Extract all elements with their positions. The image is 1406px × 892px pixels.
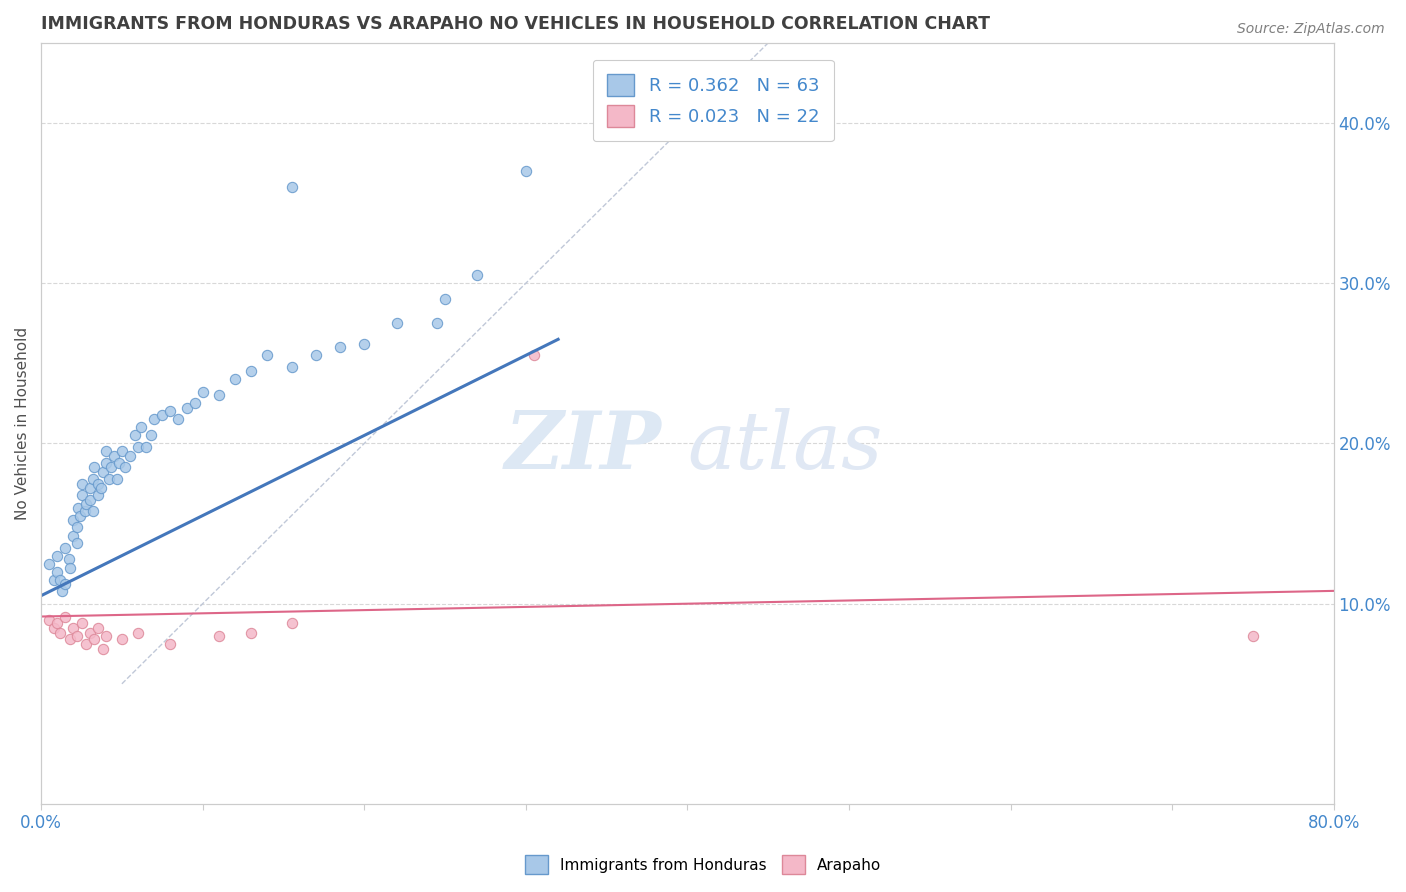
Point [191, 385, 214, 400]
Point [62, 621, 84, 635]
Point [150, 408, 173, 422]
Legend: R = 0.362   N = 63, R = 0.023   N = 22: R = 0.362 N = 63, R = 0.023 N = 22 [593, 60, 834, 142]
Point [42, 621, 65, 635]
Point [73, 504, 96, 518]
Point [127, 440, 149, 454]
Point [118, 450, 141, 464]
Point [83, 460, 105, 475]
Point [91, 641, 114, 656]
Point [38, 557, 60, 571]
Point [103, 450, 125, 464]
Point [280, 180, 302, 194]
Point [49, 625, 72, 640]
Point [82, 504, 104, 518]
Y-axis label: No Vehicles in Household: No Vehicles in Household [15, 326, 30, 520]
Point [515, 164, 537, 178]
Point [183, 396, 205, 410]
Point [46, 549, 69, 563]
Point [208, 629, 231, 643]
Point [98, 472, 121, 486]
Point [94, 444, 117, 458]
Point [111, 444, 134, 458]
Point [111, 632, 134, 646]
Point [53, 541, 76, 555]
Point [86, 476, 108, 491]
Point [114, 460, 136, 475]
Point [176, 401, 198, 416]
Legend: Immigrants from Honduras, Arapaho: Immigrants from Honduras, Arapaho [519, 849, 887, 880]
Point [159, 404, 181, 418]
Point [49, 573, 72, 587]
Point [434, 292, 457, 306]
Point [1241, 629, 1264, 643]
Point [94, 456, 117, 470]
Text: ZIP: ZIP [505, 408, 662, 485]
Text: IMMIGRANTS FROM HONDURAS VS ARAPAHO NO VEHICLES IN HOUSEHOLD CORRELATION CHART: IMMIGRANTS FROM HONDURAS VS ARAPAHO NO V… [41, 15, 990, 33]
Point [79, 492, 101, 507]
Point [69, 508, 91, 523]
Point [79, 625, 101, 640]
Point [70, 615, 93, 630]
Point [240, 364, 263, 378]
Point [353, 337, 375, 351]
Point [70, 488, 93, 502]
Point [66, 629, 89, 643]
Point [38, 613, 60, 627]
Point [523, 348, 546, 362]
Point [139, 428, 162, 442]
Point [59, 561, 82, 575]
Point [256, 348, 278, 362]
Point [329, 340, 352, 354]
Point [51, 583, 73, 598]
Point [467, 268, 489, 283]
Point [42, 573, 65, 587]
Point [82, 472, 104, 486]
Point [426, 316, 449, 330]
Point [62, 529, 84, 543]
Point [94, 629, 117, 643]
Point [59, 632, 82, 646]
Point [79, 481, 101, 495]
Point [90, 481, 112, 495]
Point [385, 316, 408, 330]
Point [67, 500, 90, 515]
Point [75, 497, 97, 511]
Point [83, 632, 105, 646]
Point [167, 412, 190, 426]
Point [143, 412, 166, 426]
Point [127, 625, 149, 640]
Point [75, 637, 97, 651]
Point [70, 476, 93, 491]
Point [86, 488, 108, 502]
Point [66, 536, 89, 550]
Point [305, 348, 328, 362]
Point [58, 551, 80, 566]
Point [86, 621, 108, 635]
Point [124, 428, 146, 442]
Point [135, 440, 157, 454]
Text: Source: ZipAtlas.com: Source: ZipAtlas.com [1237, 22, 1385, 37]
Point [129, 420, 152, 434]
Point [107, 456, 129, 470]
Point [53, 609, 76, 624]
Point [46, 565, 69, 579]
Point [46, 615, 69, 630]
Point [159, 637, 181, 651]
Point [224, 372, 246, 386]
Point [53, 577, 76, 591]
Text: atlas: atlas [688, 408, 883, 485]
Point [62, 513, 84, 527]
Point [66, 520, 89, 534]
Point [280, 615, 302, 630]
Point [240, 625, 263, 640]
Point [105, 472, 128, 486]
Point [280, 359, 302, 374]
Point [100, 460, 122, 475]
Point [91, 465, 114, 479]
Point [208, 388, 231, 402]
